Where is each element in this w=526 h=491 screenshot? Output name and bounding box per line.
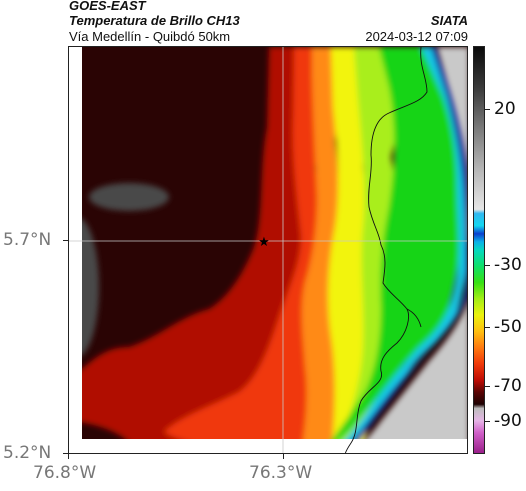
- cb-tick-m30: [485, 265, 490, 266]
- cb-tick-m70: [485, 386, 490, 387]
- border-line: [344, 47, 428, 453]
- product-title: Temperatura de Brillo CH13: [69, 13, 240, 28]
- warm-surface: [352, 47, 467, 453]
- y-tick-label-5-7: 5.7°N: [3, 230, 52, 250]
- warm-surface-patch: [461, 47, 467, 96]
- y-tick-label-5-2: 5.2°N: [3, 443, 52, 463]
- cb-tick-m50: [485, 327, 490, 328]
- cb-tick-20: [485, 109, 490, 110]
- brightness-temperature-map[interactable]: ★: [68, 46, 468, 454]
- cb-label-m90: -90: [494, 411, 522, 431]
- x-tick-76-8: [68, 454, 69, 459]
- timestamp-label: 2024-03-12 07:09: [365, 29, 468, 44]
- red-zone: [164, 47, 343, 453]
- x-tick-76-3: [283, 454, 284, 459]
- star-icon: ★: [258, 235, 270, 250]
- cb-label-20: 20: [494, 99, 516, 119]
- x-tick-label-76-8: 76.8°W: [33, 463, 97, 483]
- cb-label-m50: -50: [494, 317, 522, 337]
- cb-label-m30: -30: [494, 255, 522, 275]
- border-line-east: [406, 308, 422, 328]
- cb-tick-m90: [485, 421, 490, 422]
- y-tick-5-2: [63, 453, 68, 454]
- x-tick-label-76-3: 76.3°W: [249, 463, 313, 483]
- satellite-title: GOES-EAST: [69, 0, 146, 13]
- left-blank: [69, 47, 82, 453]
- green-zone: [320, 47, 461, 453]
- brand-label: SIATA: [430, 13, 468, 28]
- bottom-margin: [69, 439, 467, 453]
- region-subtitle: Vía Medellín - Quibdó 50km: [69, 29, 231, 44]
- y-tick-5-7: [63, 240, 68, 241]
- cb-label-m70: -70: [494, 376, 522, 396]
- temperature-colorbar: [473, 46, 485, 454]
- warm-edge: [332, 47, 467, 453]
- gray-cloud-streak: [89, 183, 169, 211]
- cold-zone: [69, 47, 333, 453]
- map-canvas: ★: [69, 47, 467, 453]
